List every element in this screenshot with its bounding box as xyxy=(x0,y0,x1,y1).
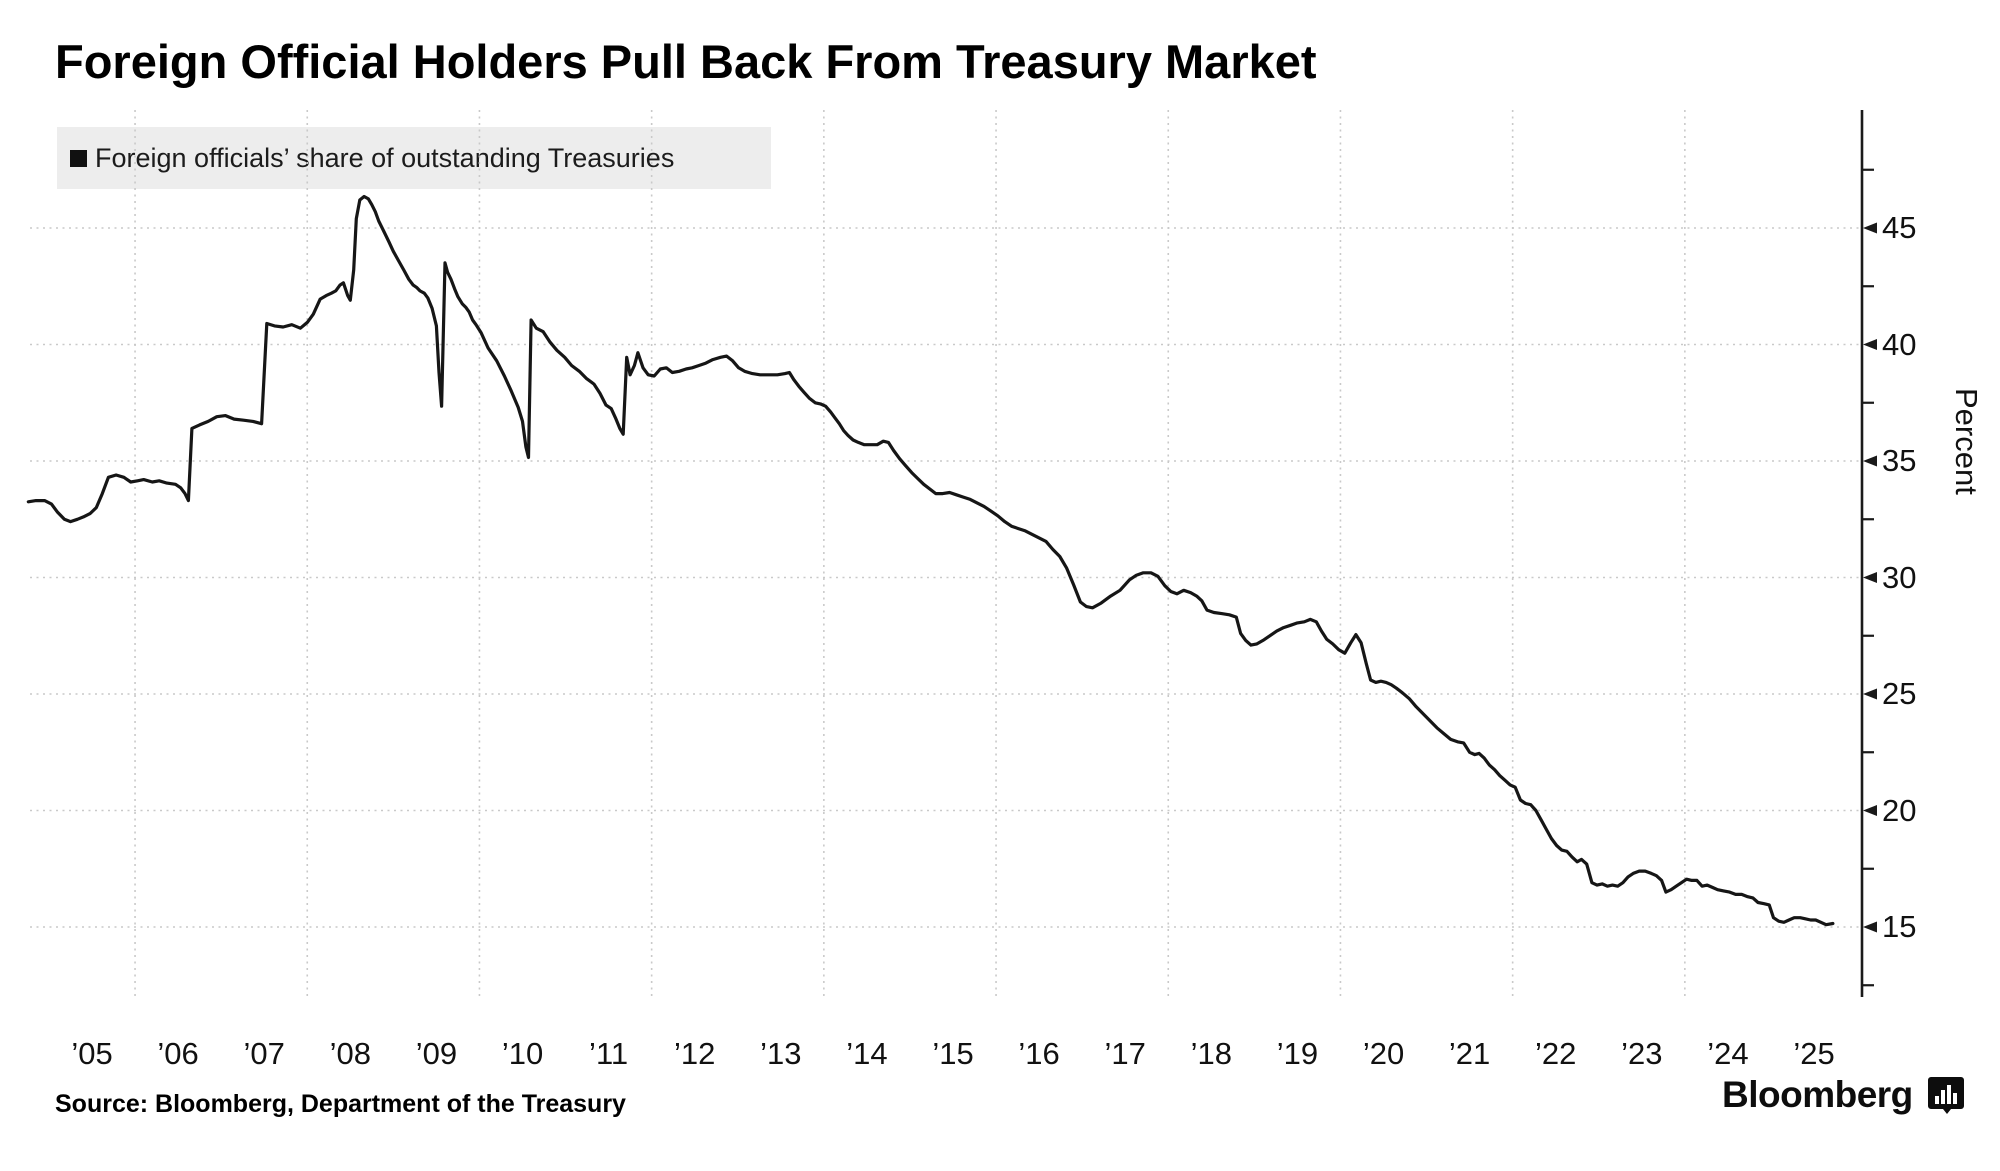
x-tick-label-2008: ’08 xyxy=(329,1036,371,1071)
x-tick-label-2017: ’17 xyxy=(1104,1036,1146,1071)
bloomberg-chart-badge-icon xyxy=(1927,1077,1964,1114)
y-axis-title: Percent xyxy=(1949,388,1984,495)
chart-title: Foreign Official Holders Pull Back From … xyxy=(55,35,1317,88)
x-tick-label-2014: ’14 xyxy=(846,1036,888,1071)
x-tick-label-2018: ’18 xyxy=(1190,1036,1232,1071)
x-tick-label-2016: ’16 xyxy=(1018,1036,1060,1071)
x-tick-label-2023: ’23 xyxy=(1621,1036,1663,1071)
x-tick-label-2015: ’15 xyxy=(932,1036,974,1071)
x-tick-label-2006: ’06 xyxy=(157,1036,199,1071)
source-note: Source: Bloomberg, Department of the Tre… xyxy=(55,1090,626,1118)
x-tick-label-2010: ’10 xyxy=(501,1036,544,1071)
y-tick-label-35: 35 xyxy=(1882,443,1917,478)
x-tick-label-2025: ’25 xyxy=(1793,1036,1835,1071)
y-tick-label-40: 40 xyxy=(1882,326,1917,362)
x-tick-label-2007: ’07 xyxy=(243,1036,285,1071)
x-tick-label-2013: ’13 xyxy=(760,1036,802,1071)
x-tick-label-2009: ’09 xyxy=(415,1036,458,1071)
x-tick-label-2024: ’24 xyxy=(1707,1036,1749,1071)
x-tick-label-2021: ’21 xyxy=(1448,1036,1491,1071)
x-tick-label-2011: ’11 xyxy=(589,1036,629,1071)
legend-square-marker-icon xyxy=(70,149,87,167)
y-tick-label-15: 15 xyxy=(1882,909,1917,944)
x-tick-label-2005: ’05 xyxy=(71,1036,113,1071)
y-tick-label-45: 45 xyxy=(1882,210,1917,245)
legend-label: Foreign officials’ share of outstanding … xyxy=(95,142,675,173)
x-tick-label-2019: ’19 xyxy=(1276,1036,1319,1071)
bloomberg-logo: Bloomberg xyxy=(1722,1074,1965,1116)
y-tick-label-30: 30 xyxy=(1882,559,1917,595)
x-tick-label-2022: ’22 xyxy=(1535,1036,1577,1071)
x-tick-label-2020: ’20 xyxy=(1362,1036,1405,1071)
bloomberg-wordmark: Bloomberg xyxy=(1722,1074,1913,1115)
x-tick-label-2012: ’12 xyxy=(674,1036,716,1071)
y-tick-label-25: 25 xyxy=(1882,676,1917,711)
y-tick-label-20: 20 xyxy=(1882,792,1917,828)
